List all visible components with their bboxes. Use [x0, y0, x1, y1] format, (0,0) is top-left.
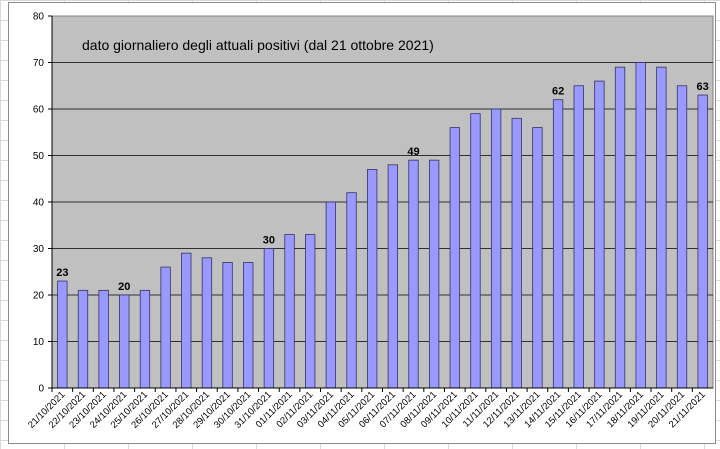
y-tick-label: 30: [33, 244, 45, 255]
bar: [284, 234, 295, 389]
bar: [98, 289, 109, 389]
y-tick-label: 0: [38, 384, 44, 395]
bar: [676, 85, 688, 389]
y-tick-label: 50: [33, 151, 45, 162]
bar: [57, 280, 68, 389]
data-label: 20: [118, 281, 130, 293]
bar: [305, 234, 316, 389]
bar: [511, 117, 522, 389]
bar: [532, 127, 543, 389]
bar: [614, 66, 626, 389]
bar: [201, 257, 213, 389]
data-label: 62: [552, 86, 564, 98]
y-tick-label: 80: [33, 12, 45, 23]
bar: [367, 169, 378, 389]
y-tick-label: 60: [33, 105, 45, 116]
data-label: 30: [263, 235, 275, 247]
bar: [325, 201, 337, 389]
bar: [697, 94, 708, 389]
bar: [181, 252, 192, 389]
bar: [428, 159, 440, 389]
bar: [387, 164, 398, 389]
bar: [552, 99, 564, 389]
bar: [594, 80, 605, 389]
bar: [222, 262, 233, 389]
bar: [573, 85, 584, 389]
data-label: 63: [697, 81, 709, 93]
bar: [77, 289, 89, 389]
data-label: 49: [407, 146, 419, 158]
bar: [656, 66, 667, 389]
y-tick-label: 70: [33, 58, 45, 69]
y-tick-label: 20: [33, 291, 45, 302]
bar: [635, 62, 646, 389]
bar: [263, 248, 275, 389]
bar: [119, 294, 130, 389]
y-tick-label: 40: [33, 198, 45, 209]
bar: [408, 159, 419, 389]
bar: [160, 266, 171, 389]
bar: [449, 127, 460, 389]
y-tick-label: 10: [33, 337, 45, 348]
data-label: 23: [56, 267, 68, 279]
bar: [243, 262, 254, 389]
bar: [139, 289, 151, 389]
bar: [490, 108, 502, 389]
bar: [346, 192, 357, 389]
chart-title: dato giornaliero degli attuali positivi …: [82, 37, 434, 53]
bar: [470, 113, 481, 389]
